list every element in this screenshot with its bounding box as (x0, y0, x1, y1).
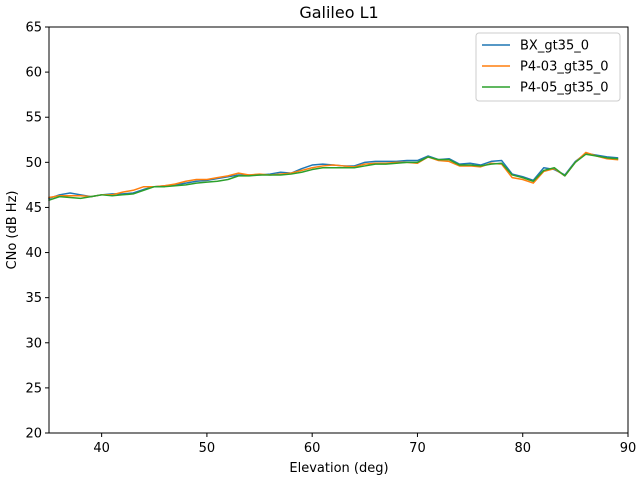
plot-frame (48, 26, 629, 434)
x-tick-label: 40 (93, 441, 110, 456)
x-tick-label: 80 (514, 441, 531, 456)
x-axis-label: Elevation (deg) (289, 461, 388, 476)
legend-label-3: P4-05_gt35_0 (520, 81, 609, 96)
x-tick-label: 70 (409, 441, 426, 456)
legend-label-1: BX_gt35_0 (520, 39, 589, 54)
x-tick-label: 60 (304, 441, 321, 456)
y-tick-label: 30 (25, 336, 42, 351)
y-tick-label: 35 (25, 291, 42, 306)
chart-title: Galileo L1 (299, 3, 378, 22)
legend: BX_gt35_0 P4-03_gt35_0 P4-05_gt35_0 (475, 32, 621, 102)
y-tick-label: 25 (25, 381, 42, 396)
y-tick-label: 40 (25, 246, 42, 261)
y-axis: 20 25 30 35 40 45 50 55 60 65 (25, 21, 49, 442)
y-tick-label: 60 (25, 66, 42, 81)
series-line-2 (48, 151, 619, 199)
x-tick-label: 50 (199, 441, 216, 456)
y-tick-label: 50 (25, 156, 42, 171)
legend-box (475, 32, 621, 102)
y-tick-label: 20 (25, 427, 42, 442)
y-tick-label: 55 (25, 111, 42, 126)
y-tick-label: 65 (25, 21, 42, 36)
x-tick-label: 90 (620, 441, 637, 456)
series-line-3 (48, 153, 619, 202)
y-tick-label: 45 (25, 201, 42, 216)
plot-lines (48, 151, 619, 202)
x-axis: 40 50 60 70 80 90 (93, 433, 636, 456)
legend-label-2: P4-03_gt35_0 (520, 60, 609, 75)
y-axis-label: CNo (dB Hz) (5, 191, 20, 270)
